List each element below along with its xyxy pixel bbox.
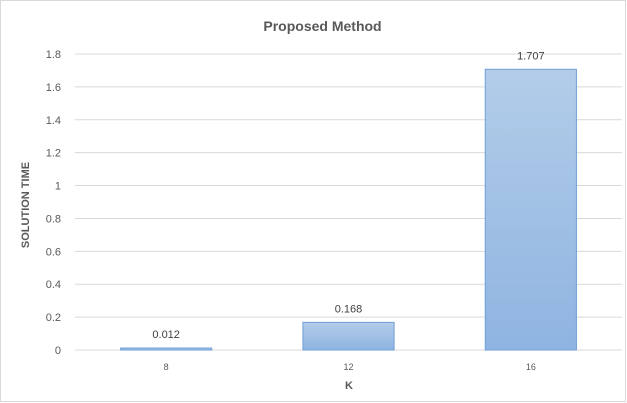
y-tick-label: 0.2	[46, 312, 61, 324]
x-tick-labels: 8 12 16	[164, 362, 536, 372]
y-tick-label: 1.2	[46, 148, 61, 160]
y-tick-label: 1.4	[46, 115, 61, 127]
x-axis-label: K	[345, 380, 353, 392]
y-tick-label: 0.4	[46, 279, 61, 291]
y-tick-label: 1	[55, 181, 61, 193]
x-tick-label: 16	[526, 362, 536, 372]
y-tick-labels: 0 0.2 0.4 0.6 0.8 1 1.2 1.4 1.6 1.8	[46, 49, 61, 357]
x-tick-label: 12	[343, 362, 353, 372]
data-label: 0.012	[152, 329, 180, 341]
y-tick-label: 1.8	[46, 49, 61, 61]
x-tick-label: 8	[164, 362, 169, 372]
bars	[120, 68, 577, 351]
y-tick-label: 0.8	[46, 213, 61, 225]
bar-8	[120, 347, 213, 351]
data-label: 1.707	[517, 50, 545, 62]
bar-16	[484, 68, 577, 351]
y-tick-label: 0.6	[46, 246, 61, 258]
data-labels: 0.012 0.168 1.707	[152, 50, 544, 341]
y-tick-label: 0	[55, 345, 61, 357]
y-tick-label: 1.6	[46, 82, 61, 94]
chart-title: Proposed Method	[263, 18, 382, 34]
data-label: 0.168	[335, 303, 363, 315]
bar-12	[302, 321, 395, 351]
